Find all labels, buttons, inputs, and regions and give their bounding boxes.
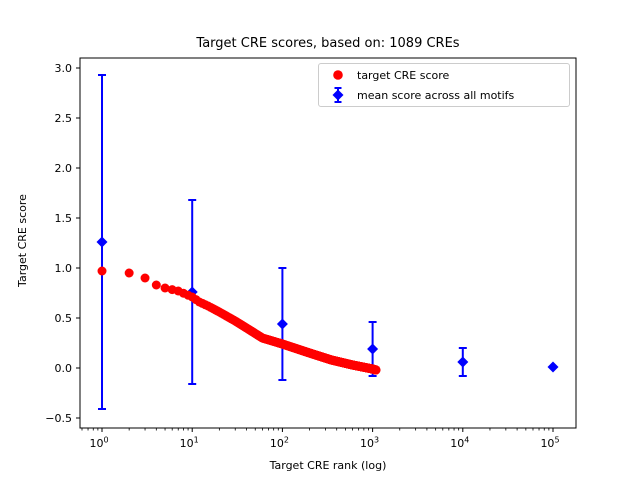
legend: target CRE score mean score across all m… xyxy=(318,63,570,107)
y-axis-label: Target CRE score xyxy=(16,194,29,287)
blue-diamond-errorbar-marker-icon xyxy=(332,87,344,103)
x-tick-label: 105 xyxy=(540,436,559,451)
x-tick-label: 101 xyxy=(180,436,199,451)
y-tick-label: 2.5 xyxy=(55,112,73,125)
x-axis-label: Target CRE rank (log) xyxy=(269,459,387,472)
x-tick-label: 100 xyxy=(89,436,108,451)
legend-label-target-cre-score: target CRE score xyxy=(357,68,450,82)
chart-title: Target CRE scores, based on: 1089 CREs xyxy=(196,36,460,51)
mean-score-point xyxy=(457,356,469,368)
y-tick-label: −0.5 xyxy=(45,412,72,425)
mean-score-point xyxy=(96,236,108,248)
mean-score-point xyxy=(367,343,379,355)
y-tick-label: 1.0 xyxy=(55,262,73,275)
x-tick-label: 103 xyxy=(360,436,379,451)
plot-frame xyxy=(79,57,577,429)
mean-score-point xyxy=(547,361,559,373)
red-circle-marker-icon xyxy=(333,70,343,80)
x-tick-label: 104 xyxy=(450,436,469,451)
y-tick-label: 0.0 xyxy=(55,362,73,375)
y-tick-label: 3.0 xyxy=(55,62,73,75)
mean-score-point xyxy=(276,318,288,330)
y-tick-label: 0.5 xyxy=(55,312,73,325)
y-tick-label: 2.0 xyxy=(55,162,73,175)
legend-label-mean-score: mean score across all motifs xyxy=(357,88,515,102)
legend-item-target-cre-score: target CRE score xyxy=(319,65,569,85)
y-tick-label: 1.5 xyxy=(55,212,73,225)
x-tick-label: 102 xyxy=(270,436,289,451)
legend-item-mean-score: mean score across all motifs xyxy=(319,85,569,105)
